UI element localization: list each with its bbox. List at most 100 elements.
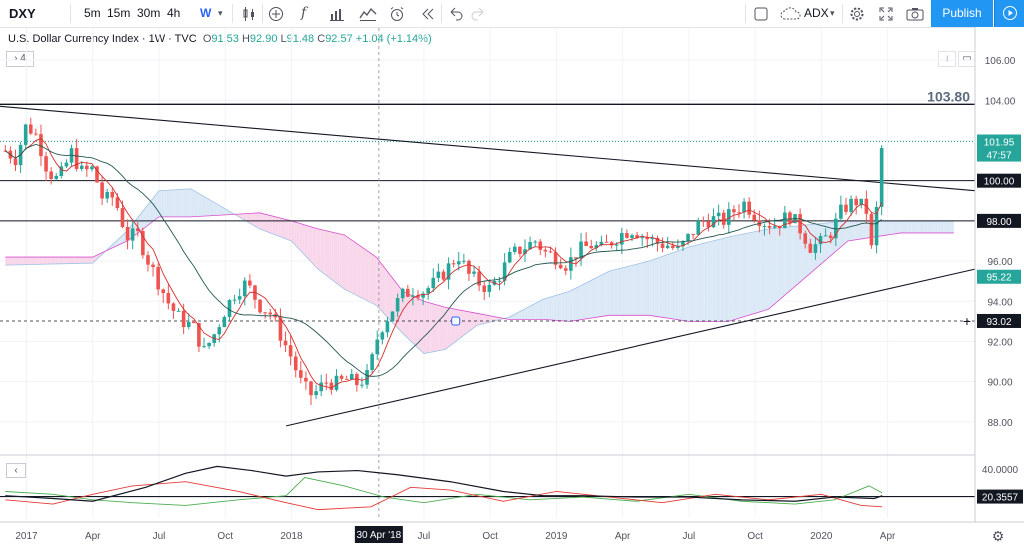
- candle-body: [477, 271, 481, 286]
- arrow-down-icon[interactable]: ↓: [938, 51, 956, 67]
- candle-body: [528, 242, 532, 250]
- cloud-segment: [948, 220, 952, 233]
- candle-body: [120, 208, 125, 227]
- chevron-down-icon[interactable]: ▾: [218, 8, 223, 18]
- chevron-down-icon[interactable]: ▾: [830, 8, 835, 18]
- cloud-segment: [272, 216, 276, 235]
- templates-icon[interactable]: [359, 0, 377, 27]
- price-chart[interactable]: 103.80 88.0090.0092.0094.0096.0098.00100…: [0, 27, 1024, 549]
- cloud-segment: [794, 225, 798, 287]
- rewind-icon[interactable]: [420, 0, 436, 27]
- cloud-segment: [66, 257, 69, 264]
- interval-w[interactable]: W: [200, 6, 212, 20]
- candle-body: [849, 198, 853, 212]
- candle-body: [411, 295, 415, 297]
- cloud-segment: [731, 235, 734, 321]
- candle-body: [59, 166, 64, 176]
- interval-15m[interactable]: 15m: [107, 6, 131, 20]
- candle-body: [574, 257, 578, 259]
- play-icon[interactable]: [994, 0, 1024, 27]
- publish-button[interactable]: Publish: [931, 0, 993, 27]
- expand-icon[interactable]: [878, 0, 894, 27]
- cloud-segment: [151, 197, 154, 223]
- cloud-segment: [612, 269, 615, 316]
- undo-icon[interactable]: [448, 0, 464, 27]
- redo-icon[interactable]: [470, 0, 486, 27]
- cloud-segment: [715, 239, 719, 322]
- cloud-segment: [445, 307, 448, 350]
- interval-4h[interactable]: 4h: [167, 6, 181, 20]
- interval-5m[interactable]: 5m: [84, 6, 101, 20]
- candle-body: [747, 201, 751, 215]
- candle-body: [640, 237, 644, 239]
- cloud-segment: [76, 257, 80, 264]
- cloud-segment: [887, 220, 891, 235]
- candle-body: [370, 354, 374, 371]
- cloud-segment: [747, 232, 750, 316]
- candle-body: [151, 264, 155, 268]
- cloud-segment: [325, 230, 329, 278]
- indicators-fx-icon[interactable]: f: [301, 5, 307, 21]
- time-tick-label: Jul: [682, 531, 695, 542]
- price-label-badge: [977, 173, 1021, 188]
- plus-circle-icon[interactable]: [268, 0, 284, 27]
- cloud-segment: [670, 252, 673, 319]
- cloud-segment: [919, 220, 923, 233]
- cloud-segment: [816, 223, 819, 269]
- grid: [0, 28, 975, 518]
- cloud-segment: [513, 313, 517, 320]
- cloud-segment: [180, 189, 183, 217]
- time-tick-label: 2020: [810, 531, 833, 542]
- cloud-segment: [476, 313, 480, 326]
- cloud-span-b-line: [5, 212, 954, 322]
- candle-body: [309, 381, 313, 396]
- cloud-segment: [784, 227, 787, 296]
- candle-body: [594, 244, 599, 249]
- candle-body: [263, 312, 267, 314]
- symbol-search[interactable]: DXY: [9, 6, 36, 21]
- candle-body: [242, 280, 247, 297]
- layout-name-label[interactable]: ADX: [804, 6, 829, 20]
- candle-body: [146, 255, 150, 265]
- cloud-segment: [924, 220, 928, 233]
- candle-body: [874, 206, 879, 246]
- interval-30m[interactable]: 30m: [137, 6, 161, 20]
- candle-body: [85, 165, 89, 170]
- gear-icon[interactable]: [849, 0, 865, 27]
- candle-body: [665, 245, 670, 248]
- cloud-segment: [752, 231, 756, 315]
- cloud-segment: [508, 315, 512, 320]
- legend-collapse-button[interactable]: › 4: [6, 51, 34, 67]
- camera-icon[interactable]: [906, 0, 924, 27]
- cloud-segment: [649, 260, 652, 316]
- candle-body: [808, 243, 813, 253]
- bar-chart-icon[interactable]: [329, 0, 345, 27]
- cloud-segment: [908, 220, 912, 233]
- minus-di-line: [5, 481, 883, 511]
- cloud-segment: [87, 257, 91, 264]
- legend-low-key: L: [280, 33, 287, 45]
- fullscreen-box-icon[interactable]: [753, 0, 769, 27]
- cloud-segment: [609, 270, 613, 316]
- cloud-segment: [378, 260, 382, 311]
- alarm-clock-icon[interactable]: [389, 0, 405, 27]
- cloud-segment: [251, 213, 255, 226]
- cloud-segment: [532, 303, 536, 320]
- cloud-span-a-line: [5, 188, 954, 354]
- cloud-segment: [84, 257, 88, 264]
- cloud-segment: [757, 230, 761, 313]
- cloud-segment: [556, 294, 560, 321]
- cloud-segment: [453, 308, 456, 344]
- chevron-left-icon[interactable]: ‹: [6, 463, 26, 478]
- cloud-segment: [490, 315, 493, 323]
- indicator-value-label: 20.3557: [982, 493, 1019, 504]
- cloud-icon[interactable]: [780, 0, 802, 27]
- price-label-badge: [977, 147, 1021, 162]
- divider: [70, 4, 71, 23]
- candle-style-icon[interactable]: [241, 0, 257, 27]
- cloud-segment: [545, 297, 549, 320]
- candle-body: [737, 212, 741, 214]
- cloud-segment: [535, 302, 538, 320]
- cloud-segment: [204, 196, 207, 217]
- cloud-segment: [786, 226, 790, 294]
